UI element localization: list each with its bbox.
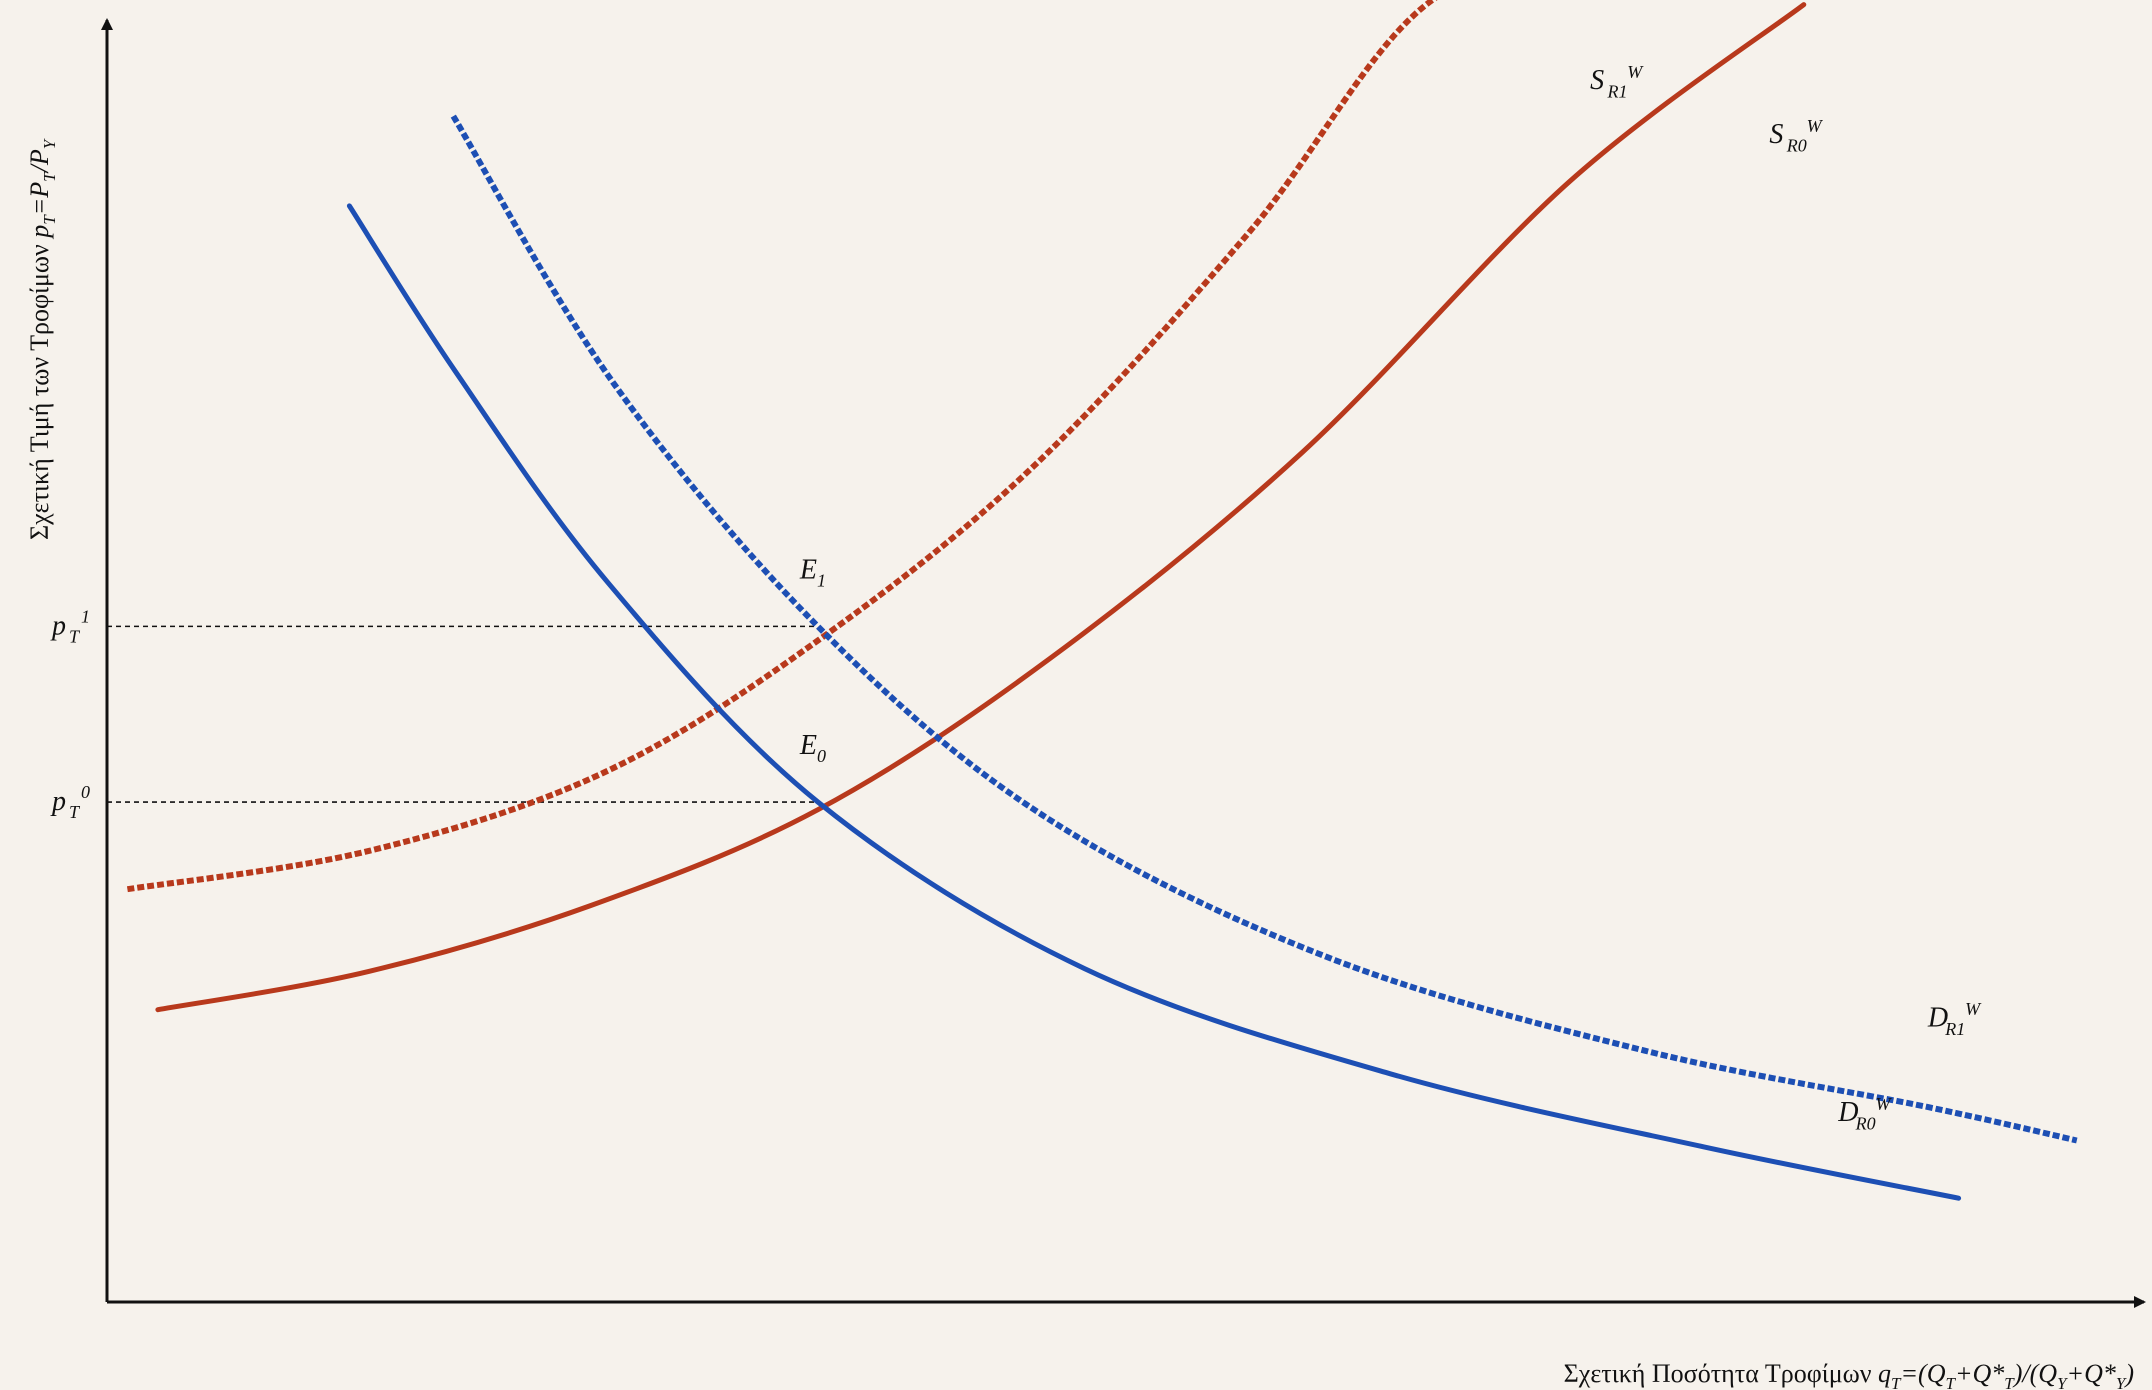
y-axis-label-sub2: T — [40, 171, 59, 182]
x-axis-label-formula3: +Q* — [1955, 1359, 2004, 1388]
curve-d-r1 — [450, 114, 2078, 1144]
y-axis-label-formula3: /P — [25, 149, 54, 174]
equilibrium-label-e1: E1 — [799, 554, 826, 590]
equilibrium-labels: E0 E1 — [799, 554, 826, 766]
series-label-s-r0: S R0W — [1769, 116, 1823, 156]
curve-s-r1 — [126, 0, 1438, 893]
x-axis-label-text: Σχετική Ποσότητα Τροφίμων — [1564, 1359, 1878, 1388]
x-axis-label-sub5: Y — [2116, 1374, 2127, 1390]
y-axis-label: Σχετική Τιμή των Τροφίμων pT=PT/PY — [25, 138, 59, 540]
y-axis-label-sub3: Y — [40, 138, 59, 149]
curve-s-r0 — [155, 2, 1807, 1013]
x-axis-label-formula: q — [1878, 1359, 1891, 1388]
y-tick-label-0: p T0 — [50, 782, 90, 822]
series-labels: S R0W S R1W DR0W DR1W — [1590, 62, 1982, 1134]
y-axis-label-text: Σχετική Τιμή των Τροφίμων — [25, 238, 54, 540]
y-tick-label-1: p T1 — [50, 606, 90, 646]
curve-d-r0 — [346, 203, 1962, 1201]
x-axis-label-sub1: T — [1891, 1374, 1902, 1390]
x-axis-label-formula6: ) — [2123, 1359, 2134, 1388]
x-axis-label-sub2: T — [1945, 1374, 1956, 1390]
x-axis-label-formula2: =(Q — [1900, 1359, 1945, 1388]
x-axis-label-sub3: T — [2004, 1374, 2015, 1390]
y-axis-label-formula: p — [25, 225, 54, 240]
guide-lines — [107, 625, 818, 803]
y-axis-label-formula2: =P — [25, 182, 54, 216]
x-axis-label-formula4: )/(Q — [2012, 1359, 2058, 1388]
series-label-d-r0: DR0W — [1837, 1094, 1892, 1134]
series-label-s-r1: S R1W — [1590, 62, 1644, 102]
x-axis-label-formula5: +Q* — [2067, 1359, 2116, 1388]
y-tick-labels: p T1 p T0 — [50, 606, 90, 822]
x-axis-label: Σχετική Ποσότητα Τροφίμων qT=(QT+Q*T)/(Q… — [1564, 1359, 2134, 1390]
series-label-d-r1: DR1W — [1927, 999, 1982, 1039]
y-axis-label-sub1: T — [40, 214, 59, 225]
equilibrium-label-e0: E0 — [799, 730, 826, 766]
curves — [126, 0, 2078, 1201]
x-axis-label-sub4: Y — [2057, 1374, 2068, 1390]
